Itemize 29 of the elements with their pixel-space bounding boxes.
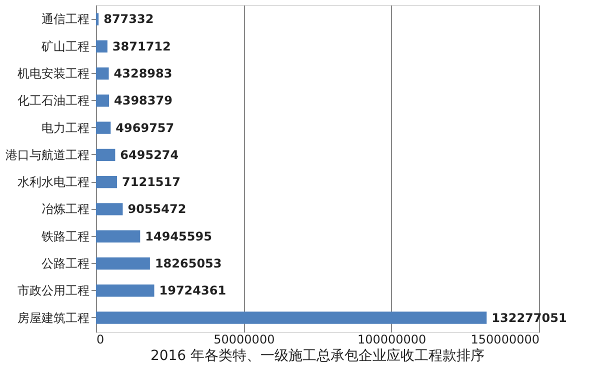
x-tick-label: 150000000 [470, 332, 540, 346]
y-tick-label: 港口与航道工程 [6, 148, 90, 162]
y-tick-label: 水利水电工程 [18, 175, 90, 190]
y-tick-label: 矿山工程 [40, 39, 90, 54]
data-label: 14945595 [145, 229, 212, 244]
x-tick-label: 0 [96, 332, 104, 346]
y-tick-label: 化工石油工程 [18, 94, 90, 108]
data-label: 4398379 [114, 94, 172, 108]
data-label: 4969757 [116, 120, 174, 135]
data-label: 132277051 [492, 310, 567, 325]
y-tick-label: 冶炼工程 [42, 202, 90, 216]
y-tick-label: 机电安装工程 [18, 66, 90, 81]
x-tick-label: 100000000 [357, 332, 426, 346]
data-label: 3871712 [112, 39, 171, 54]
data-label: 7121517 [122, 175, 180, 190]
data-label: 877332 [104, 12, 154, 26]
data-label: 4328983 [114, 66, 172, 81]
y-tick-label: 房屋建筑工程 [18, 310, 90, 325]
y-tick-label: 通信工程 [42, 12, 90, 26]
y-tick-label: 电力工程 [42, 120, 90, 135]
data-label: 9055472 [128, 202, 186, 216]
data-label: 18265053 [154, 256, 222, 270]
data-label: 6495274 [120, 148, 179, 162]
y-tick-label: 公路工程 [42, 256, 90, 270]
data-label: 19724361 [159, 284, 226, 298]
x-tick-label: 50000000 [214, 332, 275, 346]
y-tick-label: 铁路工程 [40, 229, 90, 244]
y-tick-label: 市政公用工程 [18, 284, 90, 298]
text: 2016 年各类特、一级施工总承包企业应收工程款排序 [150, 348, 485, 364]
